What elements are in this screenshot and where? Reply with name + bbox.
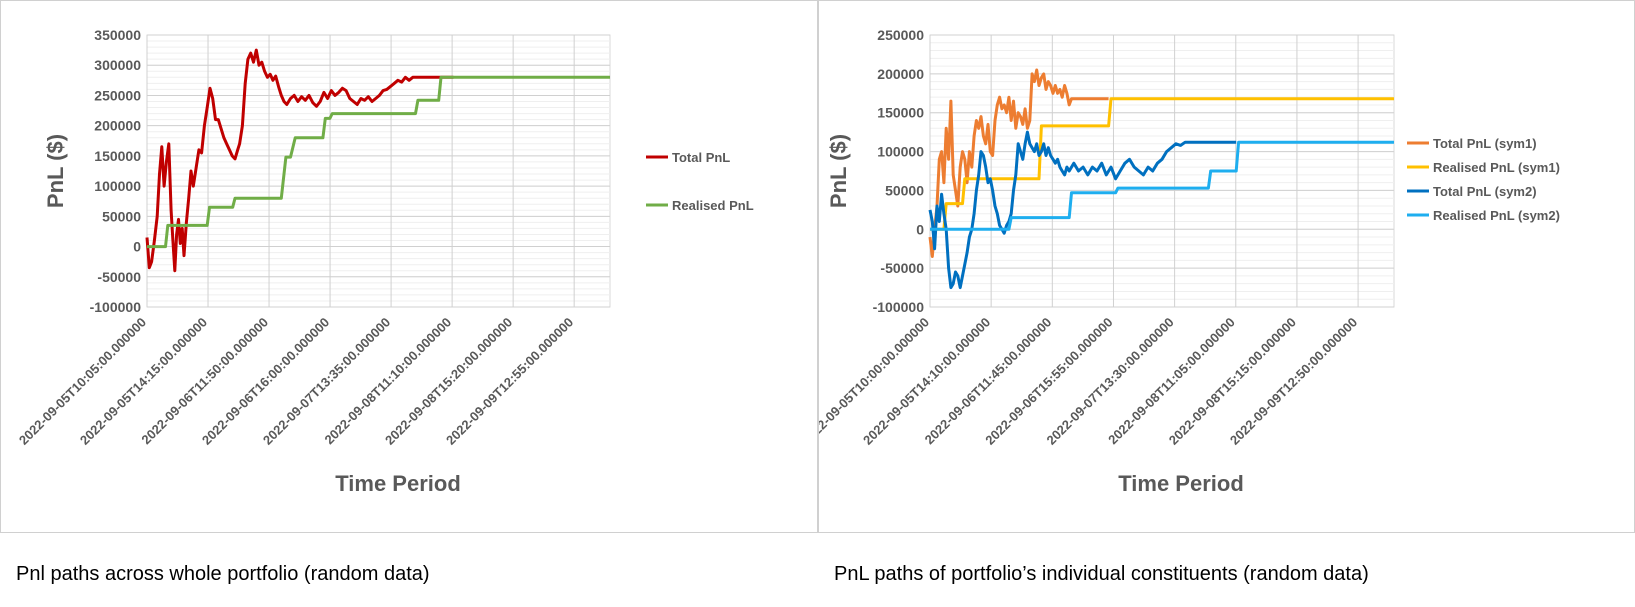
plot-area [929,34,1395,308]
y-tick-label: 50000 [885,182,924,198]
x-tick-label: 2022-09-06T16:00:00.000000 [199,315,332,448]
x-tick-label: 2022-09-05T14:15:00.000000 [77,315,210,448]
y-tick-label: 200000 [877,66,924,82]
left-chart-panel: -100000 -50000 0 50000 100000 150000 200000 250… [0,0,818,533]
series-line [145,48,454,273]
y-tick-label: 350000 [94,27,141,43]
right-chart: -100000 -50000 0 50000 100000 150000 200000 250… [819,27,1560,496]
y-tick-label: -100000 [873,299,925,315]
y-axis-title: PnL ($) [43,134,68,208]
legend-label: Total PnL (sym1) [1433,136,1537,151]
y-tick-label: 50000 [102,208,141,224]
x-tick-label: 2022-09-06T15:55:00.000000 [982,315,1115,448]
y-tick-label: -50000 [880,260,924,276]
x-tick-label: 2022-09-06T11:50:00.000000 [138,315,271,448]
y-axis-title: PnL ($) [826,134,851,208]
x-tick-label: 2022-09-08T11:05:00.000000 [1105,315,1238,448]
x-tick-label: 2022-09-07T13:35:00.000000 [260,315,393,448]
left-chart: -100000 -50000 0 50000 100000 150000 200000 250… [16,27,754,496]
left-caption: Pnl paths across whole portfolio (random… [16,563,430,585]
right-chart-panel: -100000 -50000 0 50000 100000 150000 200000 250… [818,0,1635,533]
y-tick-label: 100000 [94,178,141,194]
y-tick-label: 200000 [94,118,141,134]
x-axis-title: Time Period [1118,471,1244,496]
legend-label: Realised PnL [672,198,754,213]
series-line [928,130,1237,290]
y-tick-label: -50000 [97,269,141,285]
series-line [147,75,610,249]
legend-label: Realised PnL (sym2) [1433,208,1560,223]
legend-label: Total PnL [672,150,730,165]
series-line [930,140,1394,231]
y-tick-label: 0 [916,221,924,237]
x-tick-label: 2022-09-05T14:10:00.000000 [860,315,993,448]
x-tick-label: 2022-09-08T15:15:00.000000 [1166,315,1299,448]
x-tick-label: 2022-09-08T15:20:00.000000 [382,315,515,448]
legend-label: Total PnL (sym2) [1433,184,1537,199]
y-tick-label: 0 [133,239,141,255]
x-tick-label: 2022-09-08T11:10:00.000000 [321,315,454,448]
x-tick-label: 2022-09-09T12:55:00.000000 [443,315,576,448]
series-line [928,68,1109,258]
plot-area [146,34,611,308]
legend-label: Realised PnL (sym1) [1433,160,1560,175]
x-axis-title: Time Period [335,471,461,496]
x-tick-label: 2022-09-05T10:05:00.000000 [16,315,149,448]
y-tick-label: 300000 [94,57,141,73]
y-tick-label: 150000 [94,148,141,164]
y-tick-label: -100000 [90,299,142,315]
y-tick-label: 100000 [877,144,924,160]
y-tick-label: 250000 [94,87,141,103]
y-tick-label: 250000 [877,27,924,43]
y-tick-label: 150000 [877,105,924,121]
x-tick-label: 2022-09-06T11:45:00.000000 [922,315,1055,448]
right-caption: PnL paths of portfolio’s individual cons… [834,563,1369,585]
x-tick-label: 2022-09-07T13:30:00.000000 [1043,315,1176,448]
x-tick-label: 2022-09-09T12:50:00.000000 [1227,315,1360,448]
